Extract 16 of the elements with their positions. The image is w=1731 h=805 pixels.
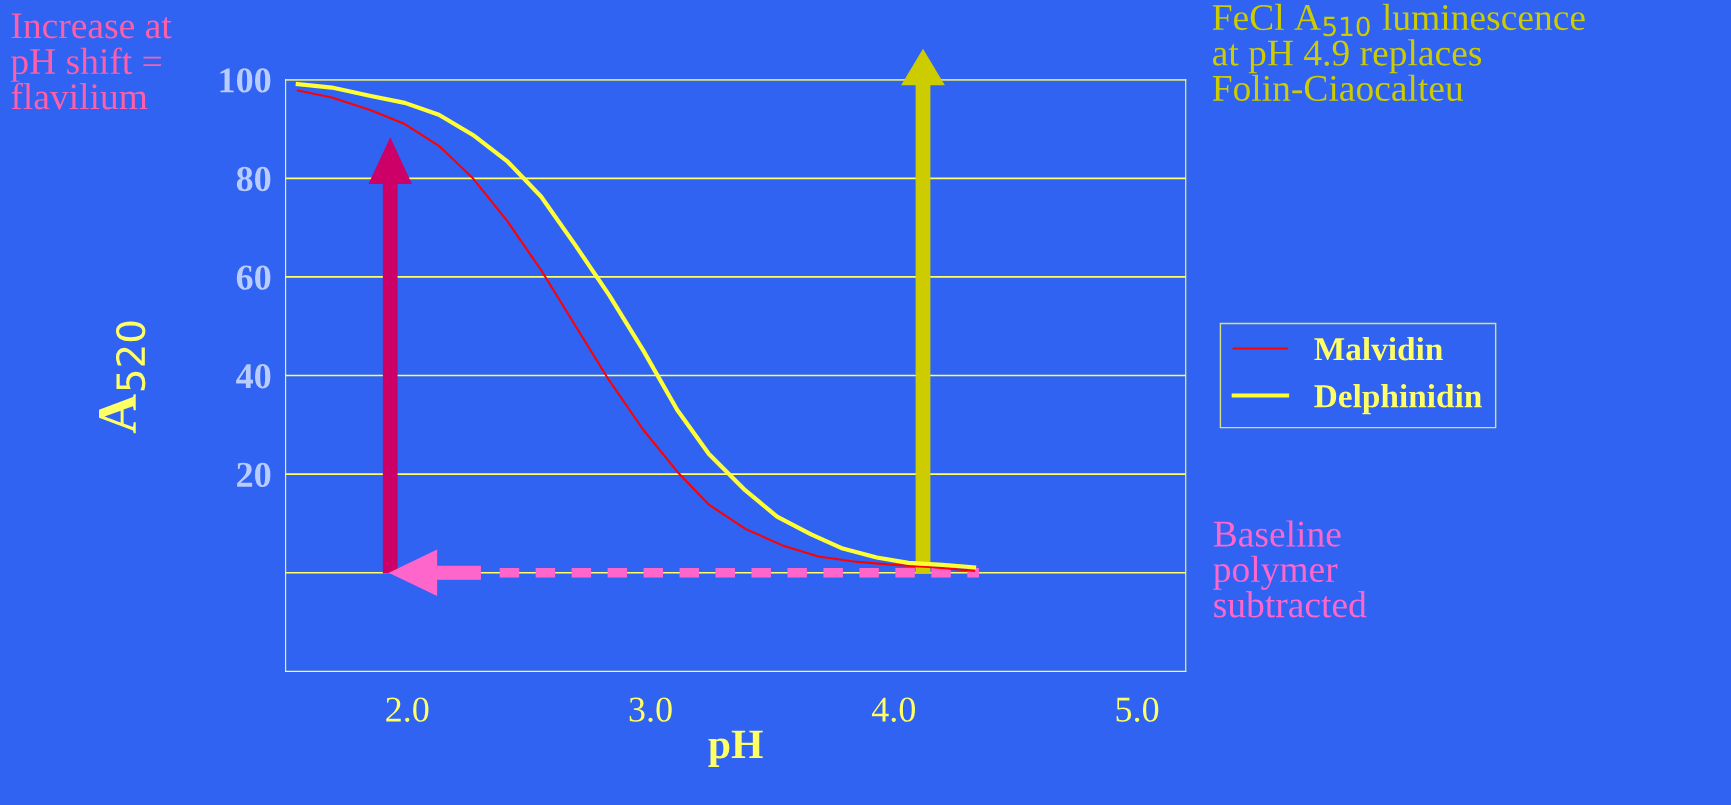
legend-label: Delphinidin (1314, 384, 1482, 415)
x-tick-label: 3.0 (629, 697, 672, 722)
x-tick-label: 4.0 (871, 697, 915, 722)
y-tick-label: 40 (236, 364, 271, 389)
y-tick-label: 80 (236, 166, 271, 192)
legend-label: Malvidin (1314, 336, 1443, 361)
ref-line-label: Baseline polymer subtracted (1213, 520, 1367, 618)
y-tick-label: 100 (220, 68, 271, 93)
x-axis-title: pH (708, 730, 763, 767)
text: Increase at pH shift = flavilium (10, 13, 172, 110)
y-tick-label: 60 (236, 265, 271, 290)
x-tick-label: 2.0 (386, 697, 429, 722)
y-axis-title: A$_{520}$ (99, 321, 146, 434)
text: FeCl A$_{510}$ luminescence at pH 4.9 replaces Folin-Ciaocalteu (1212, 3, 1585, 102)
x-tick-label: 5.0 (1116, 697, 1159, 722)
y-tick-label: 20 (237, 462, 271, 488)
